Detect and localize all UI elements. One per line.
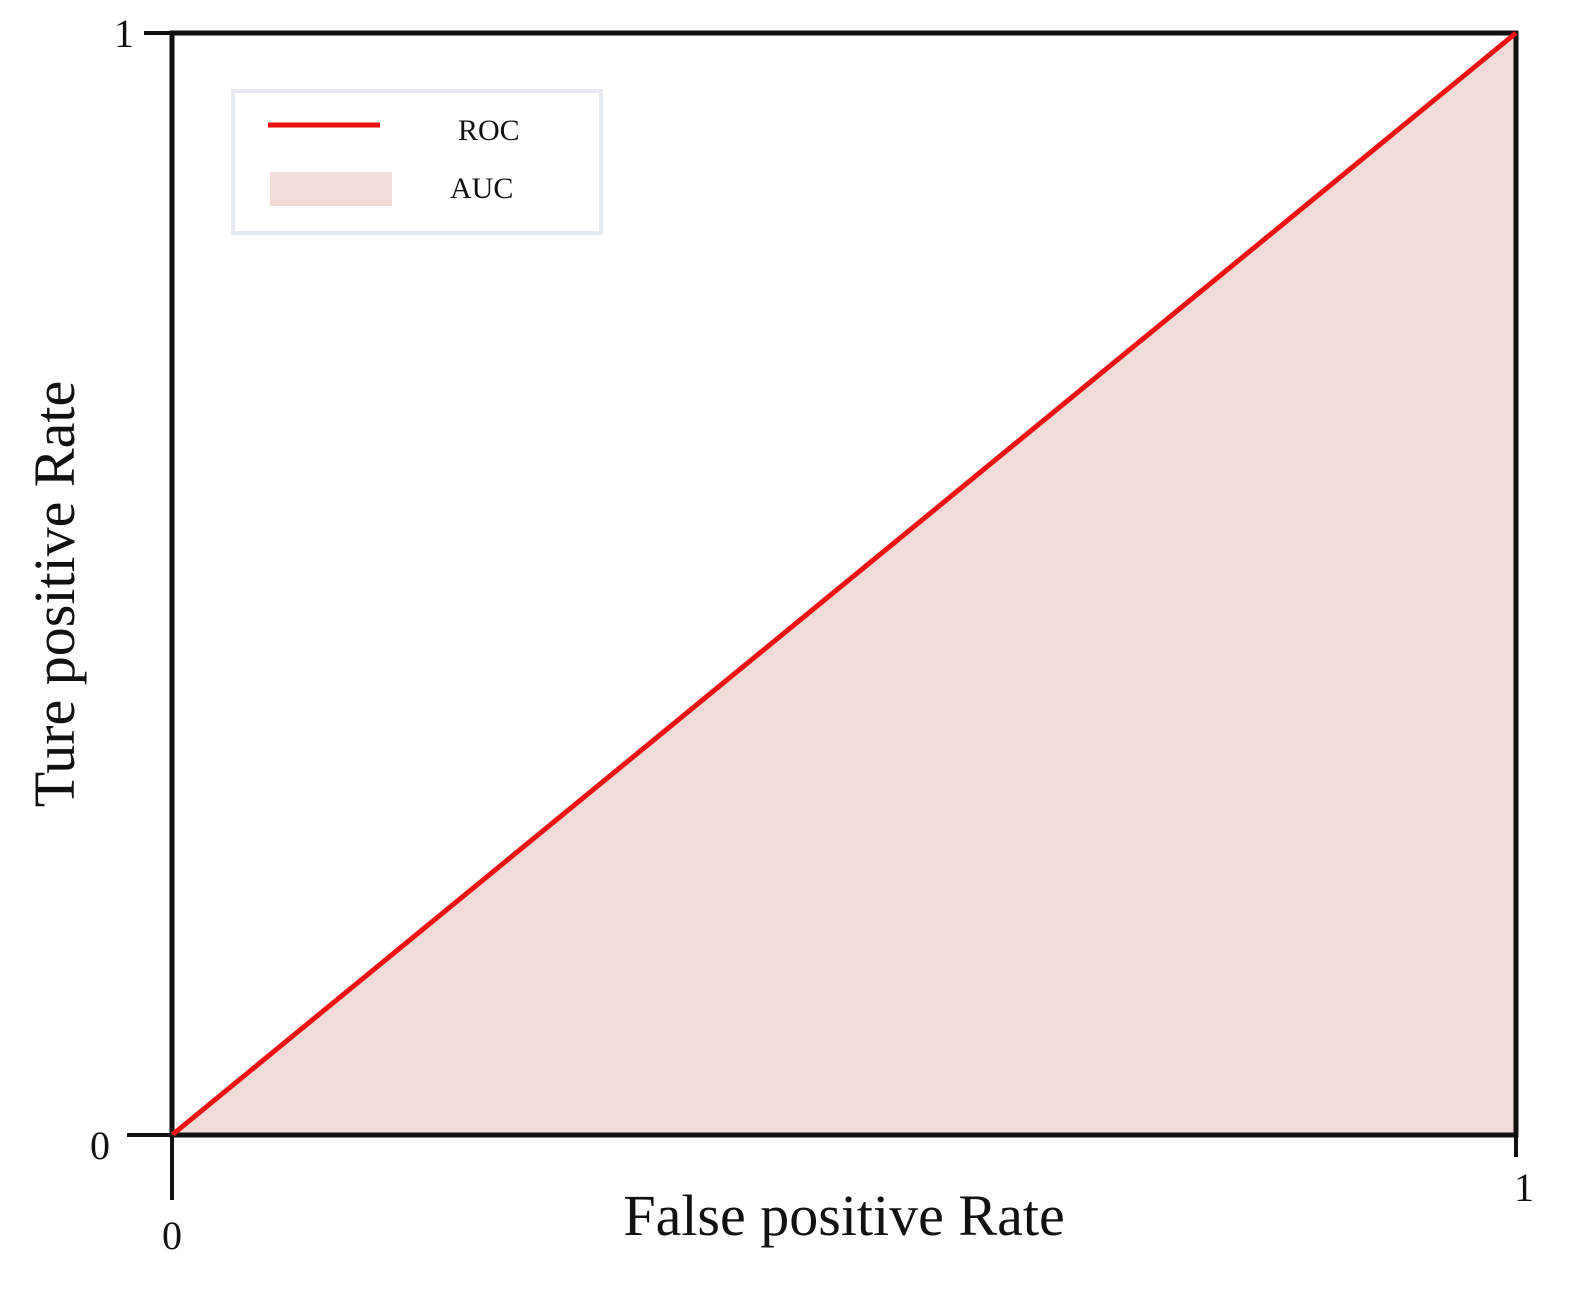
x-tick-label-1: 1 bbox=[1514, 1165, 1534, 1210]
plot-frame bbox=[169, 30, 1519, 1138]
roc-line bbox=[170, 31, 1518, 1137]
y-tick-label-1: 1 bbox=[114, 11, 134, 56]
legend: ROC AUC bbox=[231, 89, 603, 235]
legend-auc-swatch bbox=[270, 172, 392, 206]
y-axis-title: Ture positive Rate bbox=[22, 381, 87, 807]
legend-roc-label: ROC bbox=[458, 114, 520, 147]
legend-auc-label: AUC bbox=[450, 172, 513, 205]
x-tick-label-0: 0 bbox=[162, 1213, 182, 1258]
y-tick-label-0: 0 bbox=[90, 1123, 110, 1168]
x-axis-title: False positive Rate bbox=[623, 1183, 1064, 1248]
legend-box bbox=[231, 89, 603, 235]
